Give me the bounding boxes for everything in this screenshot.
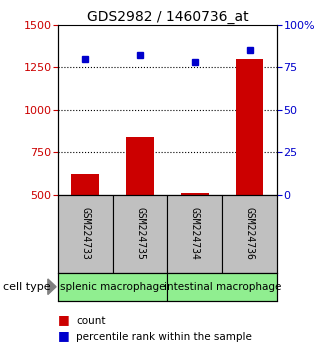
Text: ■: ■: [58, 313, 70, 326]
Bar: [126, 137, 154, 195]
Text: GSM224735: GSM224735: [135, 207, 145, 260]
Bar: [181, 193, 209, 195]
Text: count: count: [76, 316, 105, 326]
Text: cell type: cell type: [3, 282, 51, 292]
Bar: [58, 195, 113, 273]
Bar: [168, 195, 222, 273]
Bar: [168, 273, 277, 301]
Text: splenic macrophage: splenic macrophage: [60, 282, 165, 292]
Bar: [58, 273, 168, 301]
Text: intestinal macrophage: intestinal macrophage: [164, 282, 281, 292]
Bar: [72, 174, 99, 195]
Bar: [222, 195, 277, 273]
Bar: [236, 59, 263, 195]
Text: GSM224736: GSM224736: [245, 207, 255, 260]
Polygon shape: [48, 279, 56, 295]
Text: ■: ■: [58, 329, 70, 342]
Text: GSM224734: GSM224734: [190, 207, 200, 260]
Title: GDS2982 / 1460736_at: GDS2982 / 1460736_at: [87, 10, 248, 24]
Text: GSM224733: GSM224733: [80, 207, 90, 260]
Bar: [113, 195, 168, 273]
Text: percentile rank within the sample: percentile rank within the sample: [76, 332, 252, 342]
